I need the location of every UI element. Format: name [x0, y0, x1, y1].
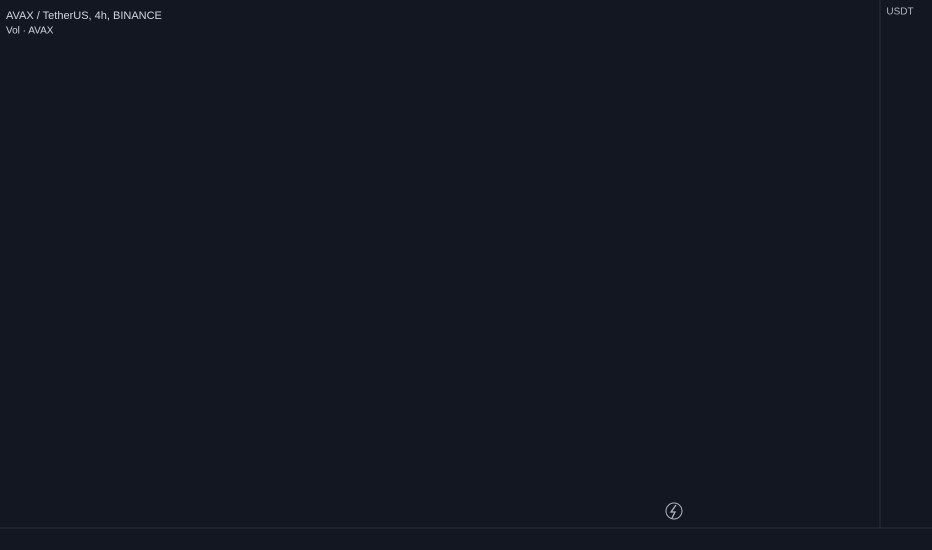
chart-title: AVAX / TetherUS, 4h, BINANCE	[6, 10, 162, 22]
replay-icon[interactable]	[665, 502, 683, 520]
currency: USDT	[886, 7, 913, 18]
subtitle: Vol · AVAX	[6, 26, 54, 37]
